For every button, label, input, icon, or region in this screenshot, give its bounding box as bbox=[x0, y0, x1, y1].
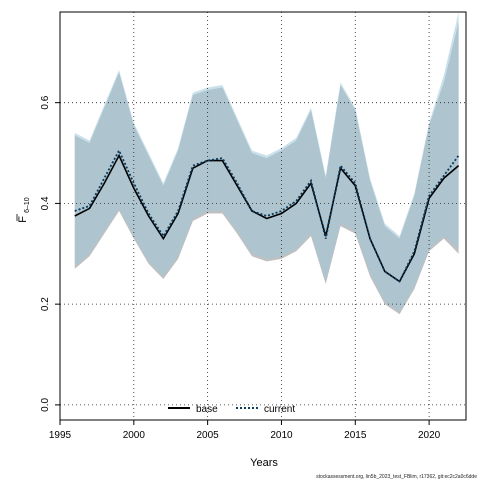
series-lines bbox=[74, 148, 460, 283]
footer-text: stockassessment.org, lin5b_2023_test_FBl… bbox=[316, 474, 477, 480]
series-line-current bbox=[74, 148, 460, 283]
x-tick-label-2015: 2015 bbox=[344, 430, 367, 441]
series-line-base bbox=[74, 153, 460, 283]
y-tick-label-0.2: 0.2 bbox=[40, 297, 51, 311]
x-tick-label-2000: 2000 bbox=[123, 430, 146, 441]
y-tick-label-0.4: 0.4 bbox=[40, 196, 51, 210]
y-tick-label-0.6: 0.6 bbox=[40, 95, 51, 109]
band-current bbox=[74, 12, 459, 312]
plot-frame bbox=[59, 11, 467, 421]
svg-text:F 6–10: F 6–10 bbox=[17, 197, 31, 222]
legend: base current bbox=[168, 404, 295, 415]
x-axis: 1995 2000 2005 2010 2015 2020 bbox=[49, 420, 441, 441]
y-axis-title: F 6–10 bbox=[16, 197, 31, 223]
x-axis-title: Years bbox=[250, 457, 278, 469]
y-axis-title-sub: 6–10 bbox=[24, 197, 31, 213]
y-axis-title-main: F bbox=[17, 216, 29, 223]
x-tick-label-2005: 2005 bbox=[197, 430, 220, 441]
x-tick-label-2010: 2010 bbox=[270, 430, 293, 441]
y-tick-label-0: 0.0 bbox=[40, 398, 51, 412]
x-tick-label-2020: 2020 bbox=[418, 430, 441, 441]
x-tick-label-1995: 1995 bbox=[49, 430, 72, 441]
legend-base-label: base bbox=[196, 404, 218, 415]
legend-current-label: current bbox=[264, 404, 295, 415]
confidence-bands bbox=[74, 12, 459, 315]
y-axis: 0.0 0.2 0.4 0.6 bbox=[40, 95, 60, 412]
